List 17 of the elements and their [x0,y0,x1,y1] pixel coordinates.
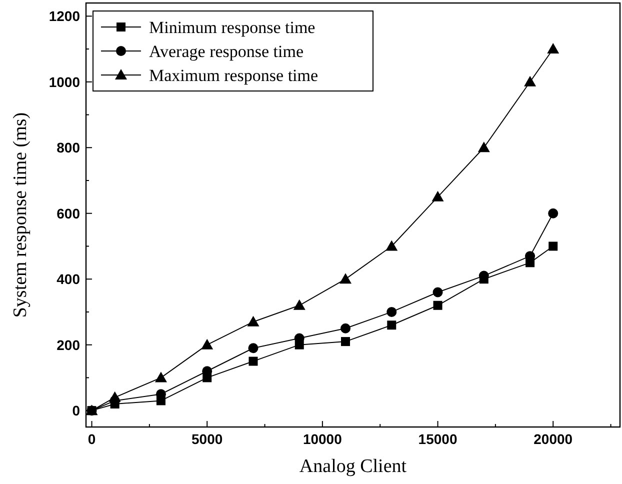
y-tick-label: 400 [56,271,80,288]
y-tick-label: 1000 [48,74,80,90]
x-axis-title: Analog Client [299,456,408,477]
x-tick-label: 20000 [534,431,573,447]
x-tick-label: 5000 [192,431,223,447]
x-tick-label: 15000 [418,431,458,447]
y-tick-label: 600 [56,205,80,222]
y-tick-label: 1200 [48,8,80,24]
y-tick-label: 0 [72,402,80,419]
legend-label: Minimum response time [149,18,316,37]
y-tick-label: 200 [56,336,80,353]
legend-label: Average response time [149,42,304,61]
legend-label: Maximum response time [149,66,318,85]
y-axis-title: System response time (ms) [10,112,31,318]
y-tick-label: 800 [56,140,80,156]
x-tick-label: 10000 [302,431,342,447]
x-tick-label: 0 [88,431,96,447]
